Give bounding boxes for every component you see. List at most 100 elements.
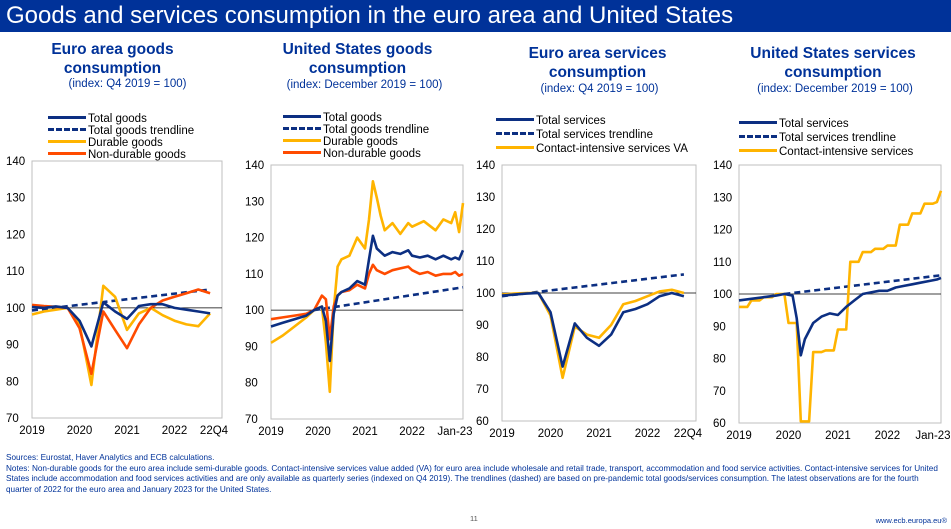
chart-subtitle: (index: December 2019 = 100) <box>757 83 913 95</box>
chart-title: United States services consumption <box>750 45 916 81</box>
legend-item: Durable goods <box>48 137 194 149</box>
legend-label: Total services trendline <box>779 132 896 144</box>
series-line-durable-goods <box>270 179 465 394</box>
y-tick-label: 70 <box>476 384 489 396</box>
chart-panel-us-services: United States services consumption (inde… <box>705 36 951 446</box>
legend-swatch <box>283 127 321 131</box>
chart-legend: Total services Total services trendline … <box>496 115 688 157</box>
y-tick-label: 110 <box>245 269 263 281</box>
chart-title: Euro area services consumption <box>528 45 667 81</box>
x-tick-label: 2022 <box>875 430 901 442</box>
series-line-contact-intensive-services-va <box>501 288 685 380</box>
y-tick-label: 110 <box>713 257 731 269</box>
legend-swatch <box>48 140 86 144</box>
legend-swatch <box>48 152 86 156</box>
legend-swatch <box>496 118 534 122</box>
legend-label: Total goods trendline <box>88 125 195 137</box>
chart-panel-euro-services: Euro area services consumption (index: Q… <box>470 36 705 446</box>
legend-label: Total services <box>779 118 849 130</box>
x-tick-label: 2019 <box>726 430 752 442</box>
x-tick-label: 2022 <box>162 425 188 437</box>
series-line-total-goods <box>31 301 211 348</box>
y-tick-label: 100 <box>245 305 264 317</box>
chart-legend: Total services Total services trendline … <box>739 118 913 160</box>
chart-subtitle: (index: December 2019 = 100) <box>286 79 443 91</box>
x-tick-label: 2020 <box>538 428 564 440</box>
page-number: 11 <box>470 514 478 523</box>
chart-legend: Total goods Total goods trendline Durabl… <box>48 113 194 161</box>
y-tick-label: 130 <box>245 196 264 208</box>
y-tick-label: 120 <box>245 233 264 245</box>
legend-swatch <box>739 149 777 153</box>
y-tick-label: 90 <box>245 341 258 353</box>
series-line-non-durable-goods <box>31 288 211 376</box>
chart-panel-euro-goods: Euro area goods consumption (index: Q4 2… <box>0 36 235 446</box>
y-tick-label: 70 <box>6 413 19 425</box>
legend-swatch <box>283 115 321 119</box>
y-tick-label: 100 <box>476 288 495 300</box>
y-tick-label: 100 <box>6 303 25 315</box>
y-tick-label: 60 <box>713 418 726 430</box>
legend-item: Contact-intensive services <box>739 146 913 160</box>
plot-area: 70 80 90 100 110 120 130 140 2019 2020 2021 2022 22Q… <box>6 156 229 437</box>
legend-swatch <box>283 139 321 143</box>
legend-label: Total services <box>536 115 606 127</box>
y-tick-label: 80 <box>6 376 19 388</box>
legend-item: Non-durable goods <box>48 149 194 161</box>
legend-swatch <box>739 135 777 139</box>
legend-item: Total goods trendline <box>48 125 194 137</box>
x-tick-label: 2019 <box>258 426 284 438</box>
y-tick-label: 80 <box>245 378 258 390</box>
y-tick-label: 70 <box>713 386 726 398</box>
page-title: Goods and services consumption in the eu… <box>6 2 734 29</box>
chart-title: United States goods consumption <box>282 41 433 77</box>
legend-item: Contact-intensive services VA <box>496 143 688 157</box>
legend-label: Total goods trendline <box>323 124 430 136</box>
legend-label: Non-durable goods <box>323 148 421 160</box>
plot-frame <box>270 164 464 420</box>
y-tick-label: 110 <box>6 266 24 278</box>
legend-label: Non-durable goods <box>88 149 186 161</box>
y-tick-label: 130 <box>476 192 495 204</box>
x-tick-label: 2022 <box>635 428 661 440</box>
legend-swatch <box>739 121 777 125</box>
website-link[interactable]: www.ecb.europa.eu® <box>875 516 947 525</box>
series-line-total-goods <box>270 234 465 363</box>
series-line-contact-intensive-services <box>739 190 943 423</box>
chart-legend: Total goods Total goods trendline Durabl… <box>283 112 429 160</box>
y-tick-label: 70 <box>245 414 258 426</box>
series-line-non-durable-goods <box>270 263 464 341</box>
legend-label: Durable goods <box>88 137 163 149</box>
legend-item: Total services trendline <box>739 132 913 146</box>
x-tick-label: 2020 <box>67 425 93 437</box>
legend-label: Contact-intensive services VA <box>536 143 688 155</box>
footnotes: Sources: Eurostat, Haver Analytics and E… <box>6 453 946 495</box>
x-tick-label: 2021 <box>352 426 378 438</box>
y-tick-label: 140 <box>6 156 25 168</box>
legend-swatch <box>48 116 86 120</box>
legend-item: Total goods <box>283 112 429 124</box>
legend-item: Total goods <box>48 113 194 125</box>
legend-label: Durable goods <box>323 136 398 148</box>
y-tick-label: 140 <box>476 160 495 172</box>
x-tick-label: 2020 <box>776 430 802 442</box>
series-line-total-services <box>501 291 685 368</box>
legend-item: Total services trendline <box>496 129 688 143</box>
y-tick-label: 120 <box>6 229 25 241</box>
x-tick-label: Jan-23 <box>915 430 950 442</box>
y-tick-label: 80 <box>713 354 726 366</box>
y-tick-label: 90 <box>476 320 489 332</box>
legend-swatch <box>496 146 534 150</box>
plot-frame <box>31 160 223 419</box>
y-tick-label: 60 <box>476 416 489 428</box>
sources-note: Sources: Eurostat, Haver Analytics and E… <box>6 453 215 462</box>
x-tick-label: 22Q4 <box>674 428 703 440</box>
series-line-durable-goods <box>31 284 212 387</box>
y-tick-label: 80 <box>476 352 489 364</box>
x-tick-label: 2021 <box>825 430 851 442</box>
x-tick-label: 2021 <box>114 425 140 437</box>
legend-swatch <box>283 151 321 155</box>
legend-label: Contact-intensive services <box>779 146 914 158</box>
legend-item: Total goods trendline <box>283 124 429 136</box>
y-tick-label: 90 <box>713 321 726 333</box>
